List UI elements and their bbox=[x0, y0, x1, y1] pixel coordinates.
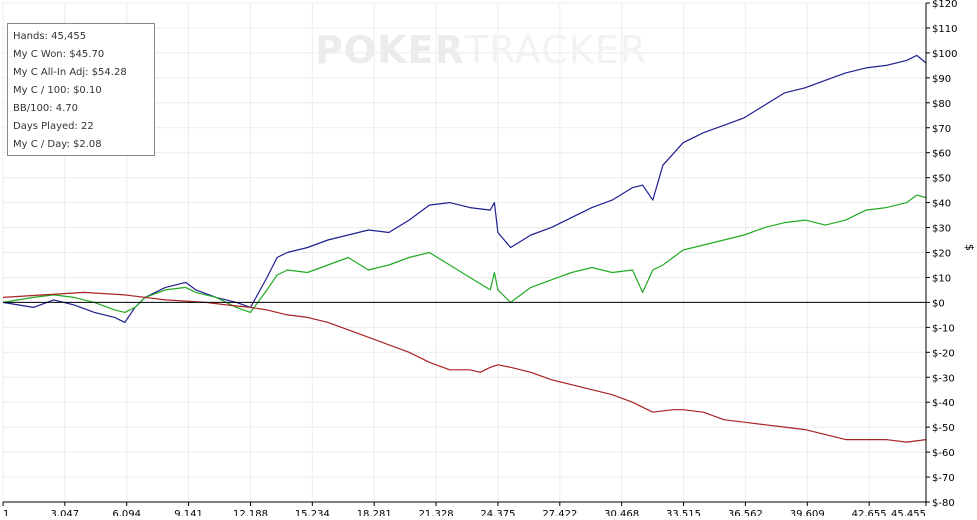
y-tick-label: $-40 bbox=[932, 398, 955, 409]
stat-allin-adj: My C All-In Adj: $54.28 bbox=[13, 67, 127, 78]
watermark-brand-a: POKER bbox=[315, 28, 465, 72]
y-tick-label: $60 bbox=[932, 149, 951, 160]
x-tick-label: 45,455 bbox=[891, 509, 926, 516]
stat-won: My C Won: $45.70 bbox=[13, 49, 105, 60]
x-tick-label: 27,422 bbox=[542, 509, 577, 516]
y-tick-label: $90 bbox=[932, 74, 951, 85]
series-layer bbox=[2, 54, 927, 443]
y-tick-label: $20 bbox=[932, 249, 951, 260]
stat-per-day: My C / Day: $2.08 bbox=[13, 139, 102, 150]
x-tick-label: 12,188 bbox=[233, 509, 268, 516]
stat-bb-100: BB/100: 4.70 bbox=[13, 103, 78, 114]
x-tick-label: 6,094 bbox=[112, 509, 141, 516]
pokertracker-watermark-logo: POKERTRACKER bbox=[315, 28, 647, 72]
x-tick-label: 42,655 bbox=[852, 509, 887, 516]
y-tick-label: $-30 bbox=[932, 373, 955, 384]
y-tick-label: $110 bbox=[932, 24, 957, 35]
y-tick-label: $-80 bbox=[932, 498, 955, 509]
y-tick-label: $-20 bbox=[932, 348, 955, 359]
x-tick-label: 18,281 bbox=[357, 509, 392, 516]
y-tick-label: $0 bbox=[932, 298, 945, 309]
x-tick-label: 3,047 bbox=[51, 509, 80, 516]
y-tick-label: $70 bbox=[932, 124, 951, 135]
series-line-0 bbox=[2, 54, 927, 323]
y-tick-label: $-70 bbox=[932, 473, 955, 484]
y-tick-label: $40 bbox=[932, 199, 951, 210]
x-tick-label: 21,328 bbox=[419, 509, 454, 516]
y-tick-label: $120 bbox=[932, 0, 957, 10]
y-tick-label: $50 bbox=[932, 174, 951, 185]
x-tick-label: 39,609 bbox=[790, 509, 825, 516]
x-tick-label: 15,234 bbox=[295, 509, 330, 516]
x-tick-label: 24,375 bbox=[480, 509, 515, 516]
y-axis-title: $ bbox=[963, 244, 976, 251]
y-tick-label: $-60 bbox=[932, 448, 955, 459]
y-tick-label: $-10 bbox=[932, 323, 955, 334]
x-tick-label: 1 bbox=[3, 509, 9, 516]
stats-box: Hands: 45,455 My C Won: $45.70 My C All-… bbox=[7, 23, 155, 156]
watermark-brand-b: TRACKER bbox=[464, 28, 648, 72]
y-tick-label: $100 bbox=[932, 49, 957, 60]
series-line-1 bbox=[2, 194, 927, 313]
x-tick-label: 33,515 bbox=[666, 509, 701, 516]
y-tick-label: $30 bbox=[932, 224, 951, 235]
y-tick-label: $-50 bbox=[932, 423, 955, 434]
series-line-2 bbox=[2, 291, 927, 443]
x-tick-label: 30,468 bbox=[604, 509, 639, 516]
x-tick-label: 36,562 bbox=[728, 509, 763, 516]
x-tick-label: 9,141 bbox=[174, 509, 203, 516]
stat-per-100: My C / 100: $0.10 bbox=[13, 85, 102, 96]
y-tick-label: $10 bbox=[932, 273, 951, 284]
stat-days-played: Days Played: 22 bbox=[13, 121, 94, 132]
stat-hands: Hands: 45,455 bbox=[13, 31, 87, 42]
y-tick-label: $80 bbox=[932, 99, 951, 110]
